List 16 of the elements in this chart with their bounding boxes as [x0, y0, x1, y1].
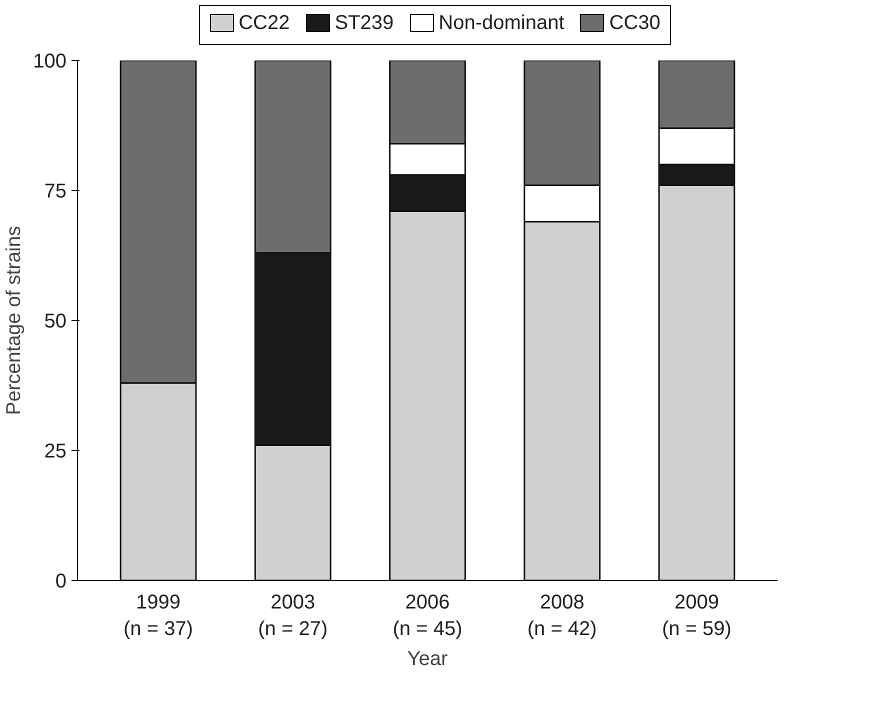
- y-axis-title: Percentage of strains: [3, 226, 26, 415]
- y-tick-label: 100: [33, 50, 67, 72]
- x-tick-label: 2009 (n = 59): [662, 592, 732, 640]
- legend-label: CC22: [238, 11, 290, 36]
- y-tick-label: 0: [55, 570, 66, 592]
- legend-label: Non-dominant: [438, 11, 564, 36]
- x-tick-label: 2008 (n = 42): [527, 592, 597, 640]
- legend-label: CC30: [609, 11, 660, 36]
- legend-label: ST239: [334, 11, 394, 36]
- y-tick-label: 50: [44, 310, 67, 332]
- x-tick-label: 1999 (n = 37): [124, 592, 194, 640]
- y-tick-label: 25: [44, 440, 67, 462]
- x-tick-label: 2006 (n = 45): [392, 592, 462, 640]
- x-axis-title: Year: [407, 648, 448, 670]
- x-tick-label: 2003 (n = 27): [258, 592, 328, 640]
- y-tick-label: 75: [44, 180, 67, 202]
